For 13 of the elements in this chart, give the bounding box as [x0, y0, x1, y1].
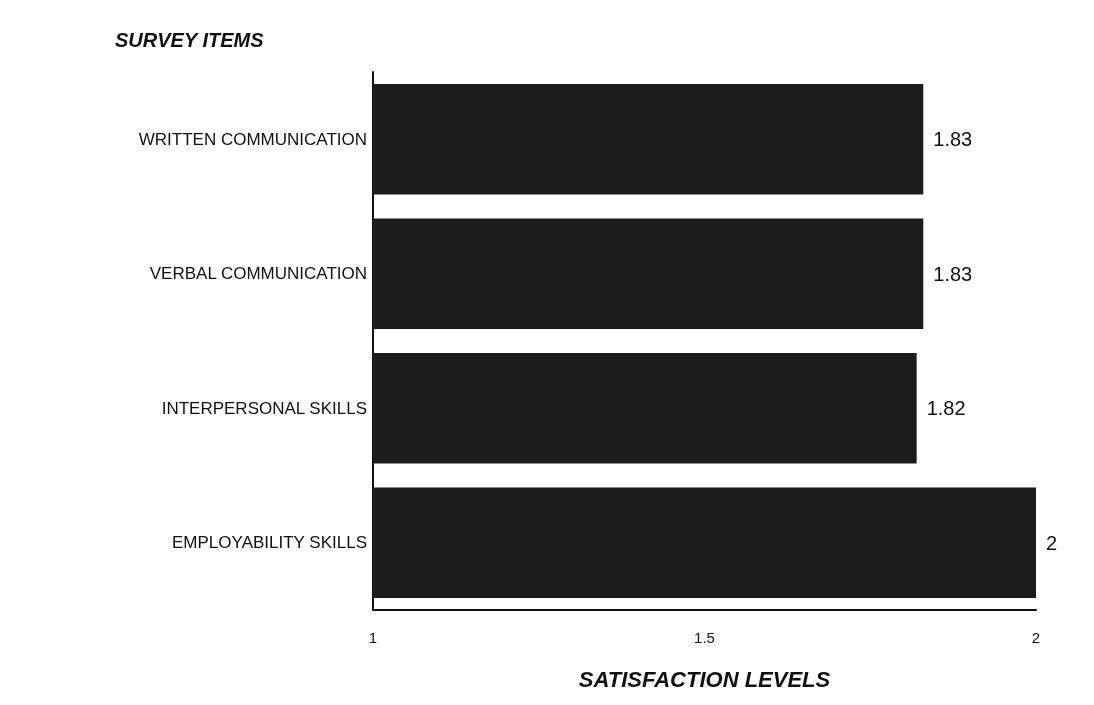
- y-tick-label: WRITTEN COMMUNICATION: [138, 129, 367, 149]
- data-label: 2: [1046, 531, 1058, 554]
- x-axis-title: SATISFACTION LEVELS: [578, 666, 831, 692]
- data-label: 1.83: [933, 262, 973, 285]
- y-tick-label: EMPLOYABILITY SKILLS: [172, 533, 367, 553]
- x-tick-label: 2: [1031, 629, 1041, 646]
- x-tick-label: 1: [368, 629, 378, 646]
- y-tick-label: INTERPERSONAL SKILLS: [161, 398, 367, 418]
- y-tick-label: VERBAL COMMUNICATION: [149, 264, 367, 284]
- data-label: 1.83: [933, 128, 973, 151]
- y-axis-title: SURVEY ITEMS: [115, 29, 265, 51]
- x-tick-label: 1.5: [694, 629, 715, 646]
- data-label: 1.82: [926, 397, 966, 420]
